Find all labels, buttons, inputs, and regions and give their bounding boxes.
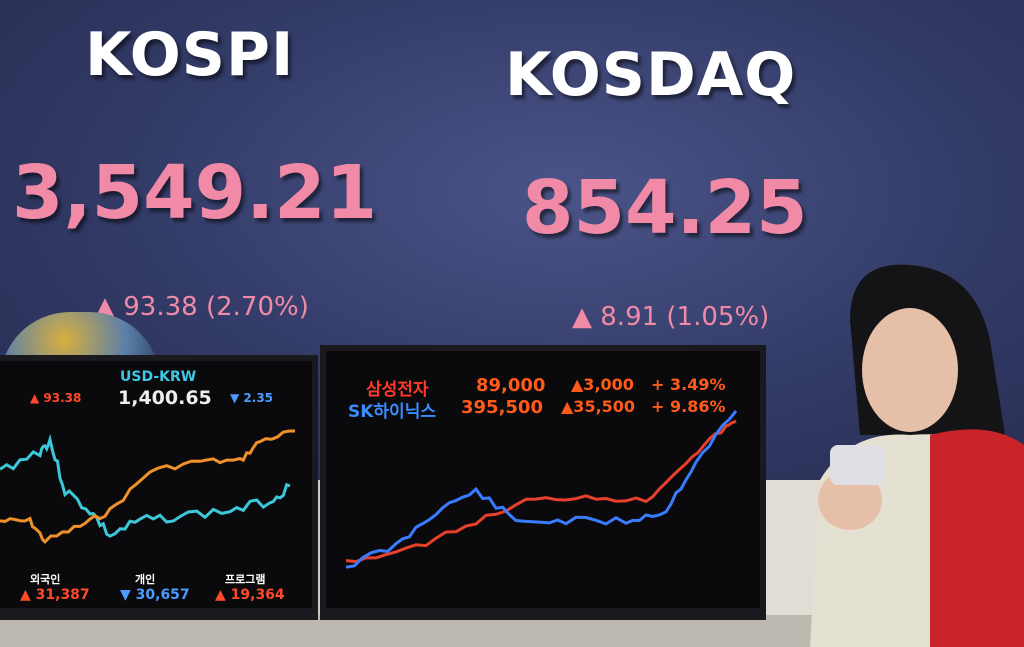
stock-pct: + 3.49% bbox=[651, 375, 726, 394]
kospi-change: ▲ 93.38 (2.70%) bbox=[95, 292, 309, 322]
flow-label: 개인 bbox=[135, 573, 156, 586]
stock-change: ▲3,000 bbox=[571, 375, 634, 394]
kospi-value: 3,549.21 bbox=[12, 150, 378, 236]
rate-change: ▼ 2.35 bbox=[230, 391, 274, 405]
stock-price: 89,000 bbox=[476, 375, 546, 396]
kosdaq-value: 854.25 bbox=[522, 165, 808, 251]
flow-value: ▲ 19,364 bbox=[215, 587, 285, 603]
samsung-line bbox=[345, 419, 737, 564]
exchange-rate-line bbox=[0, 429, 295, 545]
kospi-line bbox=[0, 433, 291, 538]
stock-pct: + 9.86% bbox=[651, 397, 726, 416]
sk-hynix-line bbox=[345, 410, 738, 569]
stock-name: 삼성전자 bbox=[366, 380, 429, 400]
flow-value: ▲ 31,387 bbox=[20, 587, 90, 603]
stock-price: 395,500 bbox=[461, 397, 543, 418]
kospi-label: KOSPI bbox=[85, 20, 295, 90]
flow-value: ▼ 30,657 bbox=[120, 587, 190, 603]
stock-name: SK하이닉스 bbox=[348, 402, 436, 422]
left-change: ▲ 93.38 bbox=[30, 391, 82, 405]
stock-change: ▲35,500 bbox=[561, 397, 636, 416]
person-with-phone bbox=[810, 264, 1024, 647]
right-monitor-chart bbox=[345, 410, 738, 569]
left-monitor-chart bbox=[0, 429, 295, 545]
kosdaq-label: KOSDAQ bbox=[505, 40, 797, 110]
kosdaq-change: ▲ 8.91 (1.05%) bbox=[572, 302, 770, 332]
right-monitor: 삼성전자 89,000 ▲3,000 + 3.49% SK하이닉스 395,50… bbox=[320, 345, 766, 620]
rate-value: 1,400.65 bbox=[118, 387, 212, 409]
flow-label: 프로그램 bbox=[225, 573, 266, 586]
left-monitor: ▲ 93.38 USD-KRW 1,400.65 ▼ 2.35 외국인 ▲ 31… bbox=[0, 355, 318, 620]
pair-label: USD-KRW bbox=[120, 369, 197, 385]
flow-label: 외국인 bbox=[30, 573, 61, 586]
